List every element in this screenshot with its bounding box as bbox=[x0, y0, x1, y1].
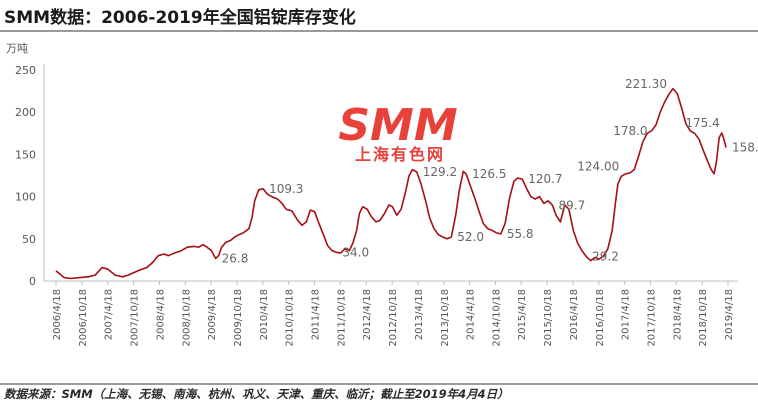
data-label: 158. bbox=[732, 141, 758, 155]
data-label: 52.0 bbox=[457, 230, 484, 244]
x-tick-label: 2017/4/18 bbox=[621, 289, 632, 340]
smm-watermark: SMM 上海有色网 bbox=[338, 100, 457, 164]
page-title: SMM数据：2006-2019年全国铝锭库存变化 bbox=[4, 8, 356, 28]
x-tick-label: 2015/4/18 bbox=[517, 289, 528, 340]
x-tick-label: 2009/10/18 bbox=[233, 289, 244, 347]
y-tick-label: 150 bbox=[15, 148, 36, 161]
x-tick-label: 2008/4/18 bbox=[155, 289, 166, 340]
x-tick-label: 2013/10/18 bbox=[440, 289, 451, 347]
x-tick-label: 2007/4/18 bbox=[104, 289, 115, 340]
y-tick-label: 100 bbox=[15, 191, 36, 204]
watermark-subtitle: 上海有色网 bbox=[355, 145, 445, 164]
y-axis: 0 50 100 150 200 250 bbox=[15, 64, 45, 288]
data-label: 124.00 bbox=[577, 159, 619, 173]
data-label: 221.30 bbox=[625, 77, 667, 91]
x-tick-label: 2014/4/18 bbox=[466, 289, 477, 340]
data-label: 89.7 bbox=[558, 198, 585, 212]
data-label: 55.8 bbox=[507, 227, 534, 241]
data-label: 120.7 bbox=[528, 172, 562, 186]
x-tick-label: 2008/10/18 bbox=[181, 289, 192, 347]
y-axis-unit-label: 万吨 bbox=[6, 42, 28, 55]
x-tick-label: 2013/4/18 bbox=[414, 289, 425, 340]
data-label: 126.5 bbox=[472, 167, 506, 181]
data-label: 129.2 bbox=[423, 165, 457, 179]
x-tick-label: 2011/4/18 bbox=[310, 289, 321, 340]
data-label: 29.2 bbox=[592, 249, 619, 263]
x-tick-label: 2016/10/18 bbox=[595, 289, 606, 347]
x-axis: 2006/4/18 2006/10/18 2007/4/18 2007/10/18 20… bbox=[44, 280, 738, 347]
y-tick-label: 250 bbox=[15, 64, 36, 77]
title-divider bbox=[0, 30, 758, 32]
source-note: 数据来源：SMM（上海、无锡、南海、杭州、巩义、天津、重庆、临沂；截止至2019… bbox=[4, 387, 509, 401]
x-tick-label: 2006/10/18 bbox=[78, 289, 89, 347]
watermark-brand: SMM bbox=[338, 100, 457, 151]
x-tick-label: 2010/4/18 bbox=[259, 289, 270, 340]
x-tick-label: 2015/10/18 bbox=[543, 289, 554, 347]
x-tick-label: 2006/4/18 bbox=[52, 289, 63, 340]
x-tick-label: 2010/10/18 bbox=[285, 289, 296, 347]
data-label: 34.0 bbox=[342, 245, 369, 259]
y-tick-label: 200 bbox=[15, 106, 36, 119]
y-tick-label: 0 bbox=[29, 275, 36, 288]
data-label: 178.0 bbox=[613, 124, 647, 138]
series-group bbox=[55, 87, 727, 280]
x-tick-label: 2019/4/18 bbox=[724, 289, 735, 340]
x-tick-label: 2017/10/18 bbox=[647, 289, 658, 347]
x-tick-label: 2018/4/18 bbox=[672, 289, 683, 340]
y-tick-label: 50 bbox=[22, 233, 36, 246]
x-tick-label: 2016/4/18 bbox=[569, 289, 580, 340]
data-label: 175.4 bbox=[685, 116, 719, 130]
x-tick-label: 2012/10/18 bbox=[388, 289, 399, 347]
x-tick-label: 2014/10/18 bbox=[491, 289, 502, 347]
data-labels: 26.8 109.3 34.0 129.2 52.0 126.5 55.8 120.7 89.7… bbox=[222, 77, 758, 265]
x-tick-label: 2009/4/18 bbox=[207, 289, 218, 340]
series-line bbox=[55, 87, 727, 280]
data-label: 109.3 bbox=[269, 182, 303, 196]
x-tick-label: 2011/10/18 bbox=[336, 289, 347, 347]
footer-divider bbox=[0, 383, 758, 385]
x-tick-label: 2012/4/18 bbox=[362, 289, 373, 340]
data-label: 26.8 bbox=[222, 251, 249, 265]
x-tick-label: 2018/10/18 bbox=[698, 289, 709, 347]
x-tick-label: 2007/10/18 bbox=[130, 289, 141, 347]
